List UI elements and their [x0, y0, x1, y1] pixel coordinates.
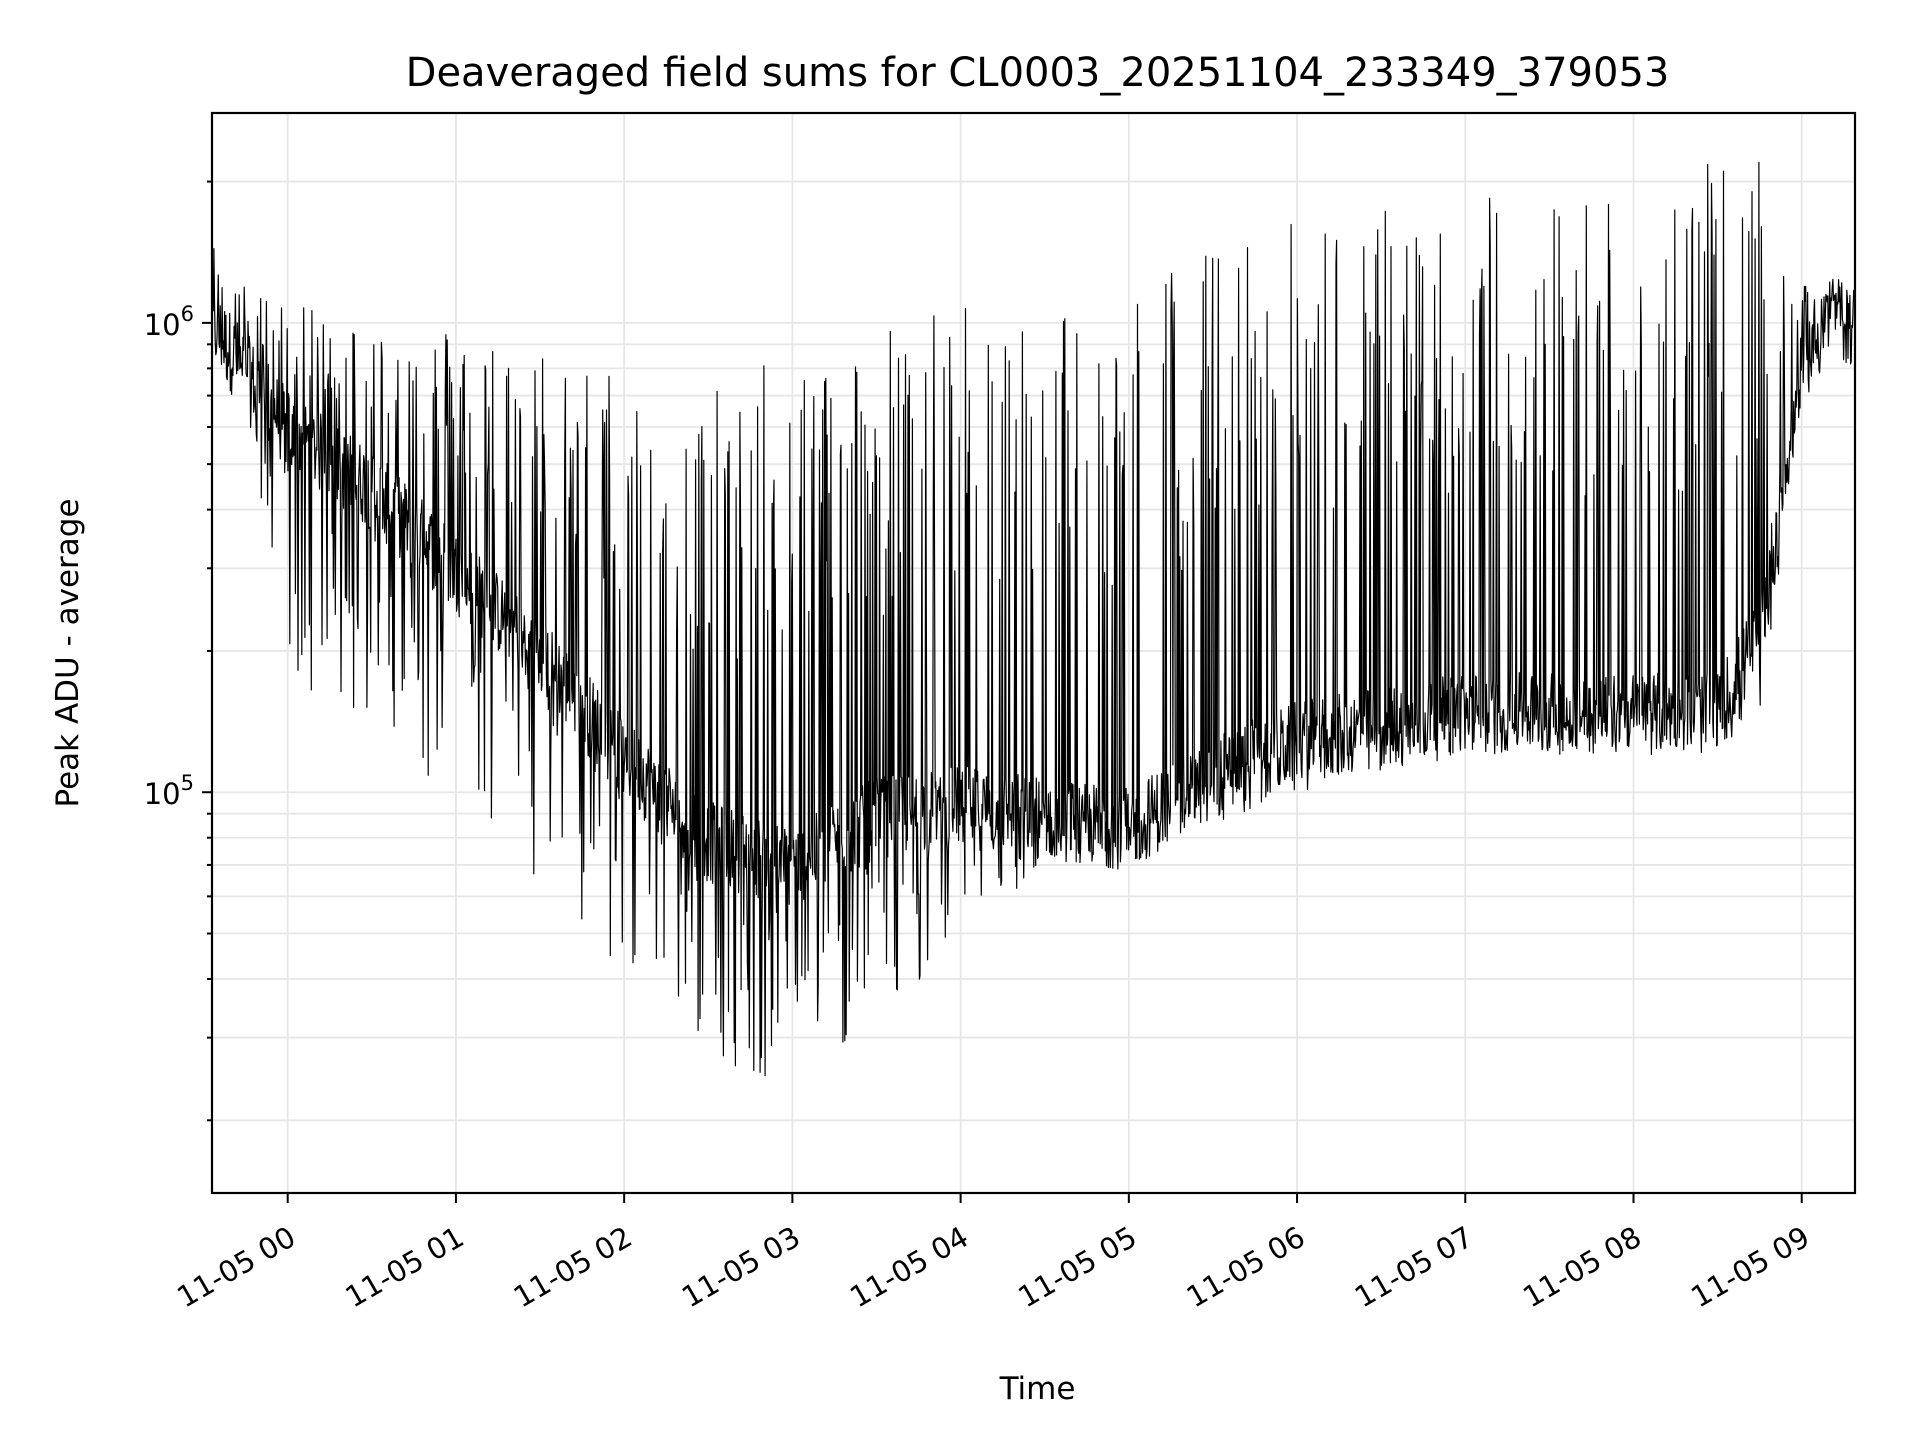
axis-ticks: 105 106 11-05 00 11-05 01 11-05 02 11-05 03 11…: [144, 180, 1815, 1315]
x-tick-label: 11-05 06: [1181, 1220, 1311, 1315]
data-series: [211, 161, 1856, 1077]
series-line: [211, 161, 1856, 1077]
x-tick-label: 11-05 08: [1517, 1220, 1647, 1315]
chart-title: Deaveraged field sums for CL0003_2025110…: [406, 50, 1670, 96]
x-tick-label: 11-05 07: [1349, 1220, 1479, 1315]
x-tick-label: 11-05 00: [171, 1220, 301, 1315]
plot-frame: [210, 111, 1857, 1195]
x-tick-label: 11-05 05: [1012, 1220, 1142, 1315]
y-tick-label: 106: [144, 302, 194, 342]
x-tick-label: 11-05 02: [508, 1220, 638, 1315]
x-tick-label: 11-05 04: [844, 1220, 974, 1315]
x-tick-label: 11-05 09: [1685, 1220, 1815, 1315]
y-tick-label: 105: [144, 771, 194, 811]
x-tick-label: 11-05 01: [340, 1220, 470, 1315]
x-tick-label: 11-05 03: [676, 1220, 806, 1315]
y-axis-title: Peak ADU - average: [50, 498, 86, 807]
x-axis-title: Time: [999, 1371, 1076, 1407]
